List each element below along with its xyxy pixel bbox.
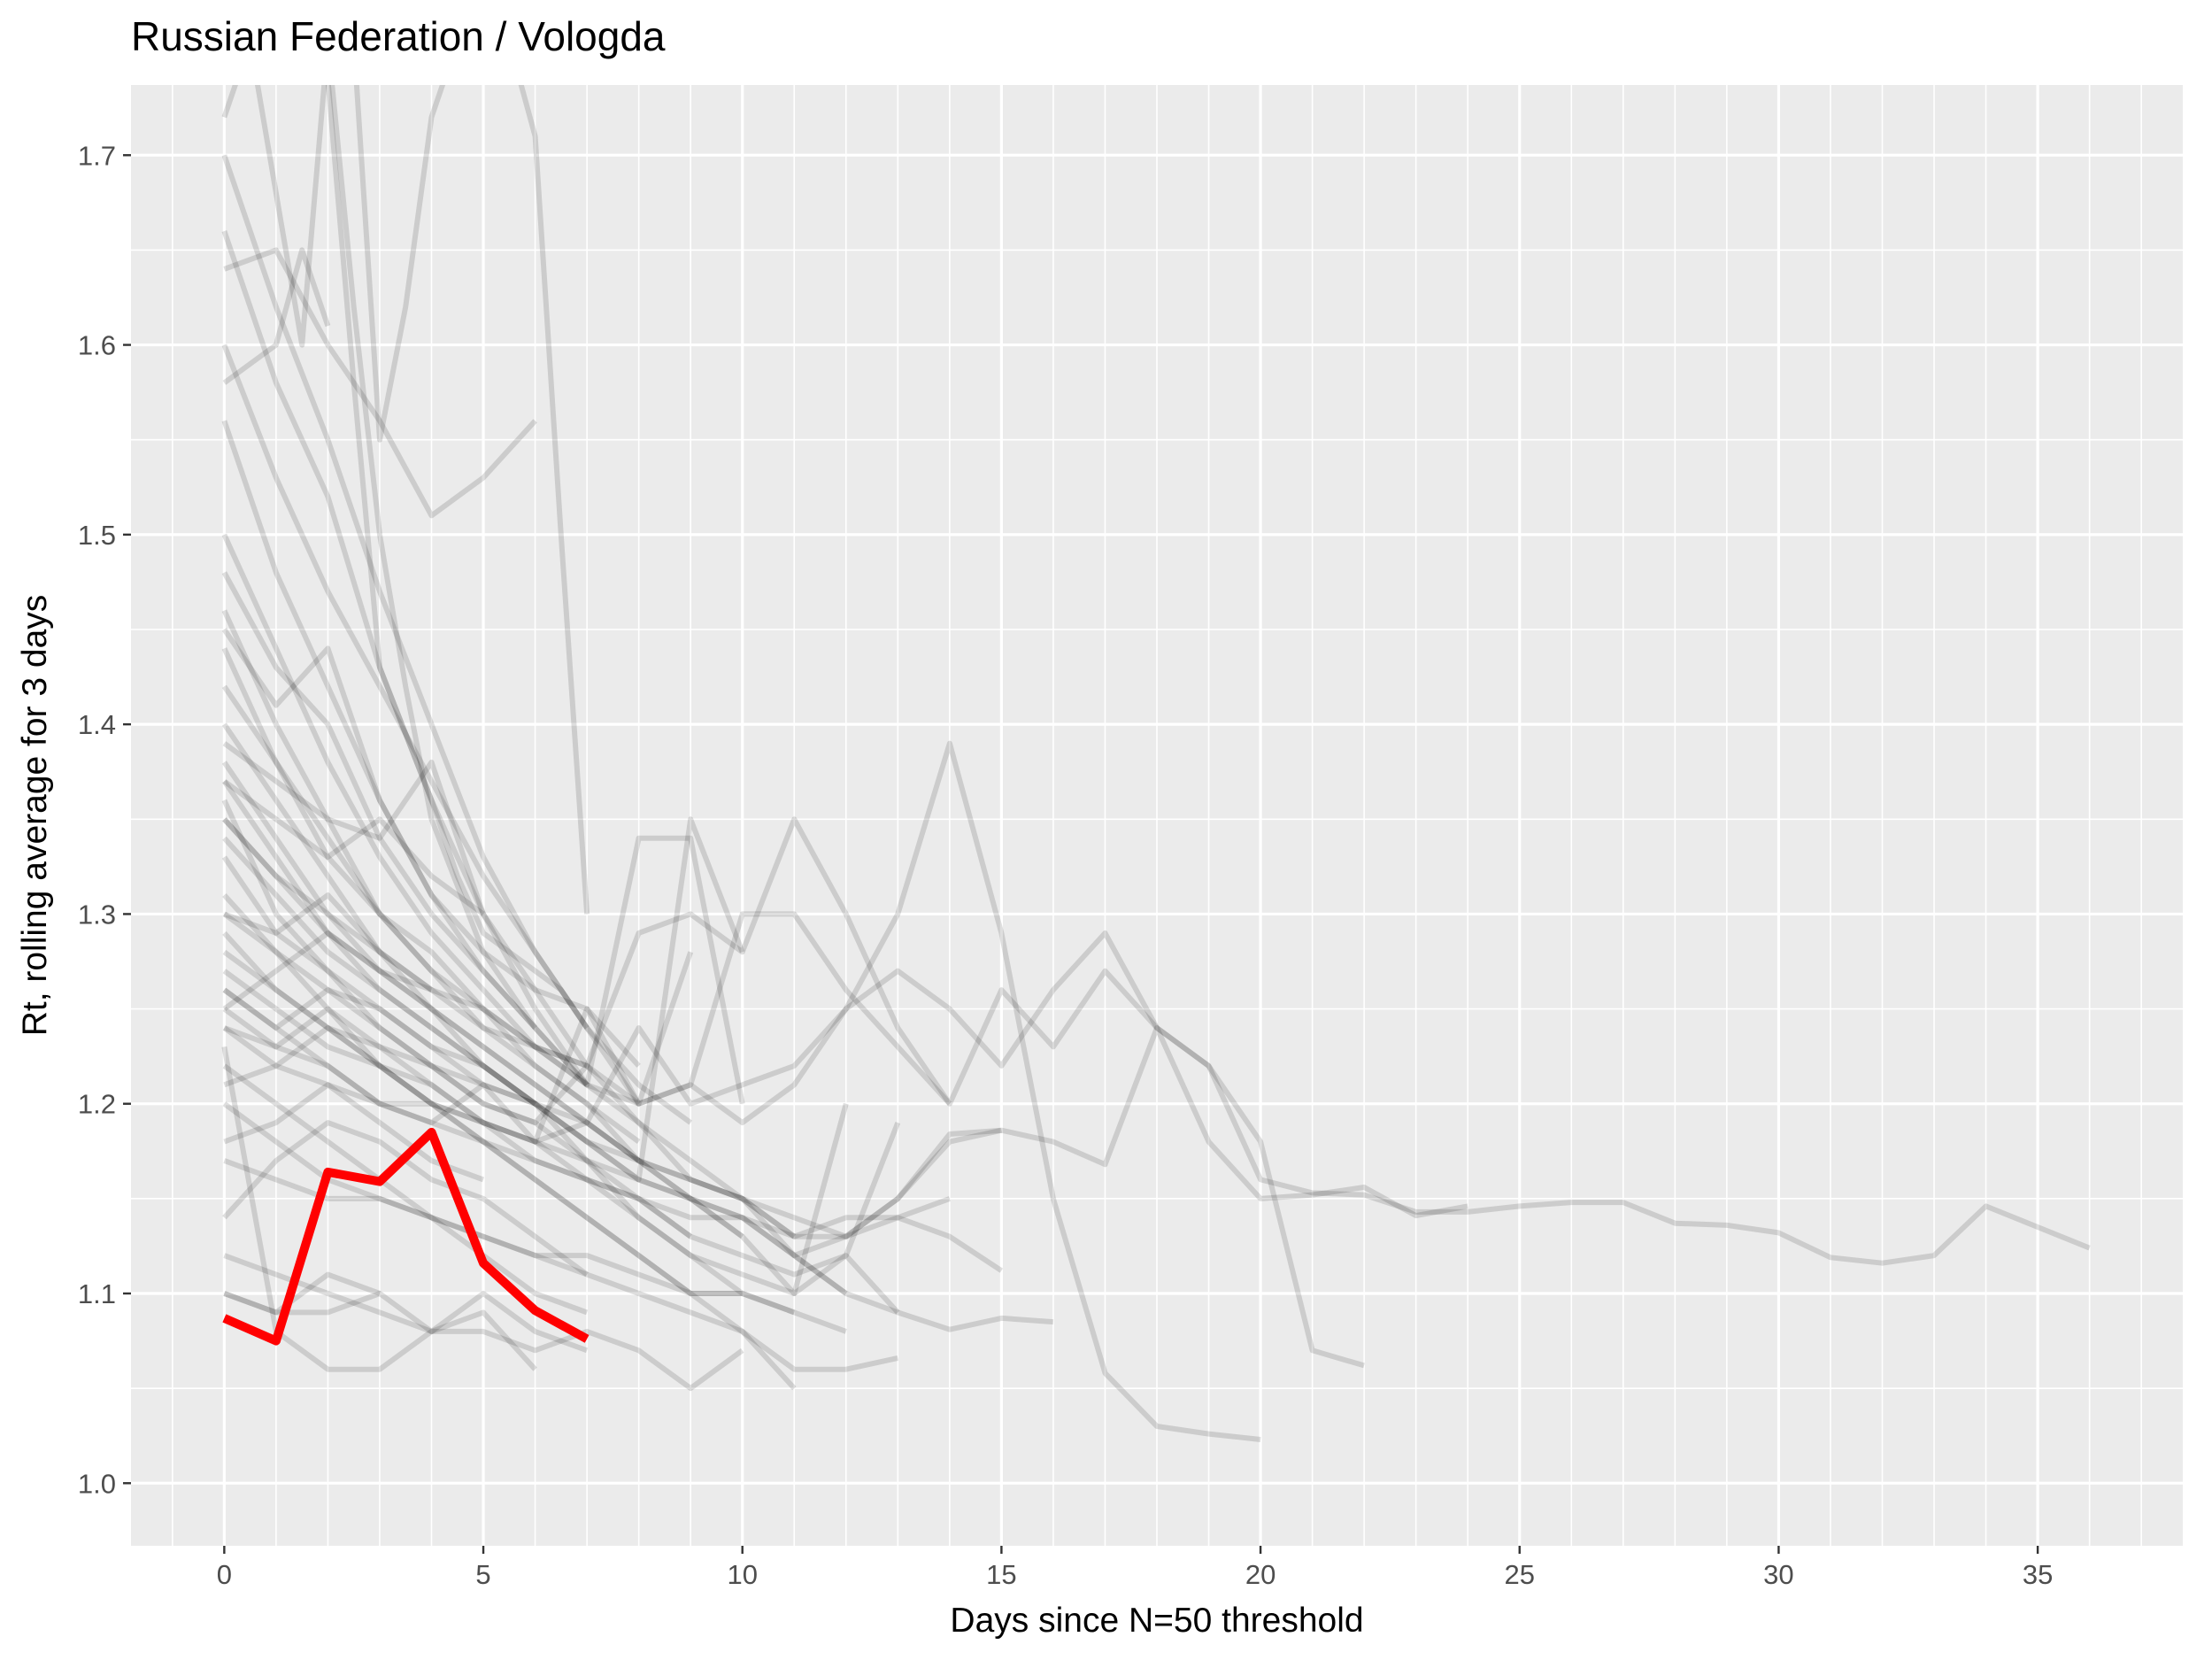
background-series-line — [223, 247, 537, 519]
background-series-line — [222, 987, 537, 1107]
background-series-line — [223, 1025, 641, 1163]
background-series-line — [221, 344, 692, 1125]
y-axis-title: Rt, rolling average for 3 days — [16, 595, 54, 1037]
background-series-line — [223, 1271, 382, 1316]
background-series-line — [222, 1063, 898, 1372]
background-series-line — [222, 778, 485, 916]
y-tick-label: 1.2 — [78, 1089, 116, 1120]
background-series-line — [221, 230, 848, 1296]
background-series-line — [222, 930, 433, 1012]
background-series-line — [223, 1006, 692, 1239]
background-series-line — [221, 647, 744, 1239]
x-tick-label: 20 — [1245, 1559, 1276, 1590]
y-tick-label: 1.1 — [78, 1278, 116, 1309]
background-series-line — [221, 761, 901, 1296]
background-series-line — [221, 684, 641, 1145]
x-tick-label: 5 — [475, 1559, 490, 1590]
background-series-line — [221, 85, 590, 1087]
highlight-series-group — [222, 1127, 590, 1346]
background-series-line — [222, 969, 743, 1296]
background-series-line — [223, 1253, 744, 1392]
background-series-line — [221, 533, 745, 1105]
background-series-line — [222, 740, 1261, 1442]
x-tick-label: 35 — [2023, 1559, 2053, 1590]
background-series-line — [353, 85, 590, 915]
background-series-line — [221, 779, 745, 1183]
y-tick-label: 1.5 — [78, 520, 116, 551]
y-tick-label: 1.7 — [78, 140, 116, 171]
x-tick-label: 25 — [1505, 1559, 1535, 1590]
background-series-line — [222, 892, 847, 1334]
y-tick-label: 1.4 — [78, 709, 116, 740]
y-tick-label: 1.3 — [78, 899, 116, 930]
background-series-group — [221, 85, 2091, 1442]
background-series-line — [223, 892, 589, 1069]
background-series-line — [221, 571, 537, 1031]
background-series-line — [222, 817, 694, 1107]
background-series-line — [222, 1101, 796, 1316]
background-series-line — [222, 817, 1054, 1332]
background-series-line — [221, 628, 641, 1068]
background-series-line — [221, 799, 2091, 1266]
background-series-line — [222, 741, 590, 1086]
background-series-line — [221, 722, 1003, 1239]
background-series-line — [223, 1158, 589, 1316]
background-series-line — [222, 930, 797, 1391]
background-series-line — [221, 420, 797, 1239]
grid-major — [131, 85, 2183, 1546]
x-tick-label: 15 — [986, 1559, 1016, 1590]
x-tick-label: 0 — [217, 1559, 232, 1590]
grid-minor — [131, 85, 2183, 1546]
highlight-series-line — [222, 1127, 590, 1346]
background-series-line — [221, 609, 952, 1107]
background-series-line — [221, 855, 951, 1239]
background-series-line — [222, 949, 1468, 1259]
x-tick-label: 30 — [1763, 1559, 1793, 1590]
background-series-line — [222, 930, 1365, 1369]
y-tick-label: 1.6 — [78, 330, 116, 361]
x-axis-ticks: 0 5 10 15 20 25 30 35 — [217, 1546, 2053, 1590]
background-series-line — [222, 1025, 1004, 1273]
background-series-line — [325, 85, 590, 1030]
x-axis-title: Days since N=50 threshold — [950, 1602, 1363, 1640]
chart-title: Russian Federation / Vologda — [131, 13, 666, 59]
background-series-line — [222, 836, 900, 1315]
background-series-line — [221, 154, 642, 1106]
y-tick-label: 1.0 — [78, 1468, 116, 1499]
x-tick-label: 10 — [727, 1559, 757, 1590]
y-axis-ticks: 1.0 1.1 1.2 1.3 1.4 1.5 1.6 1.7 — [78, 140, 131, 1499]
background-series-line — [222, 987, 849, 1296]
background-series-line — [222, 247, 331, 385]
